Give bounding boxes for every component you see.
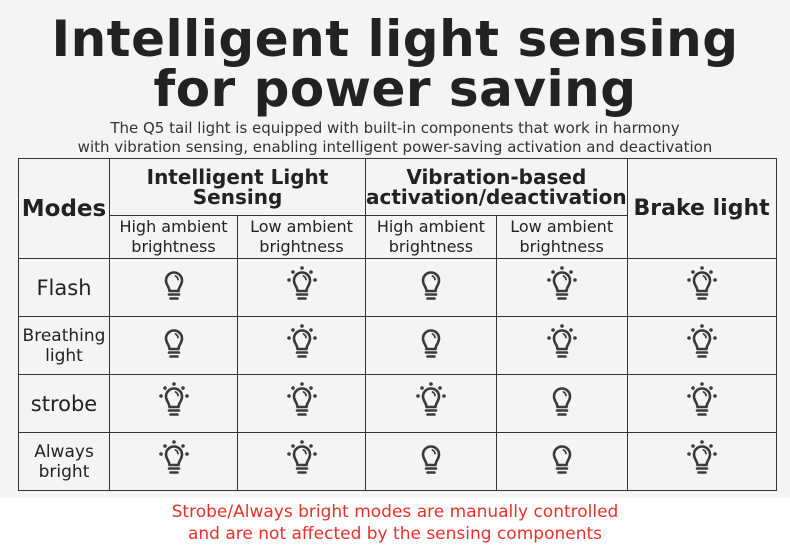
subheader-high-brightness: High ambient brightness: [365, 215, 497, 259]
bulb-off-icon: [546, 445, 578, 483]
table-cell: [109, 258, 238, 317]
table-row: strobe: [18, 374, 777, 433]
subheader-high-brightness: High ambient brightness: [109, 215, 238, 259]
bulb-off-icon: [158, 329, 190, 367]
table-cell: [495, 374, 628, 433]
bulb-off-icon: [415, 445, 447, 483]
group-vibration: Vibration-based activation/deactivation: [365, 158, 628, 216]
table-cell: [365, 258, 497, 317]
bulb-off-icon: [415, 329, 447, 367]
subheader-low-brightness: Low ambient brightness: [237, 215, 366, 259]
bulb-on-icon: [546, 324, 578, 367]
note: Strobe/Always bright modes are manually …: [0, 498, 790, 553]
mode-label: Breathing light: [18, 316, 110, 375]
table-cell: [626, 316, 777, 375]
table-cell: [109, 374, 238, 433]
bulb-on-icon: [286, 440, 318, 483]
bulb-on-icon: [686, 382, 718, 425]
table-cell: [365, 432, 497, 491]
table-cell: [495, 316, 628, 375]
page-title: Intelligent light sensing for power savin…: [51, 10, 739, 118]
bulb-on-icon: [158, 382, 190, 425]
table-cell: [109, 316, 238, 375]
table-cell: [109, 432, 238, 491]
table-row: Always bright: [18, 432, 777, 491]
modes-header: Modes: [18, 158, 110, 259]
brake-header: Brake light: [626, 158, 777, 259]
table-cell: [237, 316, 366, 375]
table-cell: [626, 432, 777, 491]
subheader-low-brightness: Low ambient brightness: [495, 215, 628, 259]
bulb-off-icon: [546, 387, 578, 425]
group-light-sensing: Intelligent Light Sensing: [109, 158, 366, 216]
bulb-on-icon: [686, 266, 718, 309]
mode-label: Always bright: [18, 432, 110, 491]
bulb-on-icon: [686, 440, 718, 483]
table-cell: [365, 374, 497, 433]
table-cell: [495, 258, 628, 317]
mode-label: Flash: [18, 258, 110, 317]
bulb-off-icon: [415, 271, 447, 309]
table-cell: [237, 432, 366, 491]
bulb-on-icon: [286, 382, 318, 425]
bulb-off-icon: [158, 271, 190, 309]
bulb-on-icon: [686, 324, 718, 367]
table-row: Flash: [18, 258, 777, 317]
table-cell: [237, 374, 366, 433]
table-cell: [495, 432, 628, 491]
bulb-on-icon: [286, 266, 318, 309]
bulb-on-icon: [286, 324, 318, 367]
table-cell: [626, 374, 777, 433]
subtitle: The Q5 tail light is equipped with built…: [77, 119, 713, 156]
bulb-on-icon: [158, 440, 190, 483]
table-row: Breathing light: [18, 316, 777, 375]
table-cell: [626, 258, 777, 317]
bulb-on-icon: [415, 382, 447, 425]
table-cell: [237, 258, 366, 317]
table-cell: [365, 316, 497, 375]
mode-label: strobe: [18, 374, 110, 433]
bulb-on-icon: [546, 266, 578, 309]
modes-table: Modes Intelligent Light Sensing Vibratio…: [18, 158, 777, 491]
